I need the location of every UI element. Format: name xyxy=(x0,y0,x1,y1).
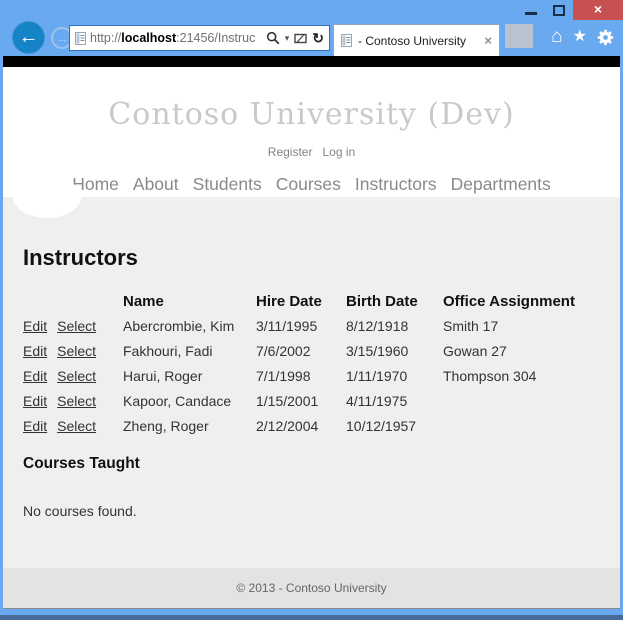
birth-date-cell: 3/15/1960 xyxy=(346,342,409,359)
new-tab-button[interactable] xyxy=(505,24,533,48)
page-favicon-icon xyxy=(75,31,86,45)
edit-link[interactable]: Edit xyxy=(23,417,48,434)
select-link[interactable]: Select xyxy=(57,417,97,434)
select-link[interactable]: Select xyxy=(57,392,97,409)
site-footer: © 2013 - Contoso University xyxy=(3,568,620,608)
main-nav: Home About Students Courses Instructors Depar… xyxy=(3,174,620,195)
nav-item-home[interactable]: Home xyxy=(72,174,119,194)
name-cell: Kapoor, Candace xyxy=(123,392,232,409)
table-row: Edit Select Abercrombie, Kim 3/11/1995 8/12/… xyxy=(23,313,600,338)
nav-item-departments[interactable]: Departments xyxy=(450,174,551,194)
hire-date-cell: 1/15/2001 xyxy=(256,392,319,409)
select-link[interactable]: Select xyxy=(57,367,97,384)
edit-link[interactable]: Edit xyxy=(23,342,48,359)
hire-date-cell: 2/12/2004 xyxy=(256,417,319,434)
accent-circle-decoration xyxy=(13,176,81,218)
forward-arrow-icon: → xyxy=(55,30,69,46)
home-icon[interactable]: ⌂ xyxy=(551,26,563,47)
birth-date-cell: 10/12/1957 xyxy=(346,417,417,434)
page-viewport: Contoso University (Dev) Register Log in … xyxy=(3,56,620,609)
site-header: Contoso University (Dev) Register Log in … xyxy=(3,67,620,197)
office-cell: Gowan 27 xyxy=(443,342,507,359)
back-button[interactable]: ← xyxy=(12,21,45,54)
bottom-edge-strip xyxy=(0,615,623,620)
tab-favicon-icon xyxy=(341,34,352,47)
account-link-log-in[interactable]: Log in xyxy=(322,145,356,159)
courses-taught-heading: Courses Taught xyxy=(23,455,140,472)
edit-link[interactable]: Edit xyxy=(23,367,48,384)
column-header-office-assignment: Office Assignment xyxy=(443,292,575,310)
search-icon[interactable] xyxy=(266,31,280,45)
back-arrow-icon: ← xyxy=(18,26,39,48)
table-row: Edit Select Harui, Roger 7/1/1998 1/11/1970 T… xyxy=(23,363,600,388)
no-courses-message: No courses found. xyxy=(23,503,137,519)
address-bar[interactable]: http://localhost:21456/Instruc ▾ ↻ xyxy=(69,25,330,51)
browser-tab[interactable]: - Contoso University × xyxy=(333,24,500,56)
minimize-button[interactable] xyxy=(525,12,537,15)
favorites-star-icon[interactable]: ★ xyxy=(572,28,587,45)
top-black-strip xyxy=(3,56,620,67)
page-body: Instructors Name Hire Date Birth Date Offic… xyxy=(3,176,620,568)
title-bar: × xyxy=(0,0,623,20)
site-title: Contoso University (Dev) xyxy=(108,97,515,132)
tab-title: - Contoso University xyxy=(358,33,467,48)
account-links: Register Log in xyxy=(3,145,620,159)
edit-link[interactable]: Edit xyxy=(23,317,48,334)
table-row: Edit Select Zheng, Roger 2/12/2004 10/12/195… xyxy=(23,413,600,438)
column-header-hire-date: Hire Date xyxy=(256,292,322,310)
actions-cell: Edit Select xyxy=(23,388,123,413)
tab-close-icon[interactable]: × xyxy=(484,33,492,48)
actions-cell: Edit Select xyxy=(23,338,123,363)
settings-gear-icon[interactable] xyxy=(597,29,614,46)
table-header-row: Name Hire Date Birth Date Office Assignment xyxy=(23,289,600,313)
nav-item-students[interactable]: Students xyxy=(192,174,262,194)
name-cell: Harui, Roger xyxy=(123,367,203,384)
instructors-table-body: Edit Select Abercrombie, Kim 3/11/1995 8/12/… xyxy=(23,313,600,438)
hire-date-cell: 7/1/1998 xyxy=(256,367,311,384)
hire-date-cell: 7/6/2002 xyxy=(256,342,311,359)
actions-cell: Edit Select xyxy=(23,313,123,338)
table-row: Edit Select Kapoor, Candace 1/15/2001 4/11/1… xyxy=(23,388,600,413)
nav-item-courses[interactable]: Courses xyxy=(275,174,341,194)
nav-item-instructors[interactable]: Instructors xyxy=(354,174,437,194)
office-cell xyxy=(443,413,600,438)
table-row: Edit Select Fakhouri, Fadi 7/6/2002 3/15/196… xyxy=(23,338,600,363)
close-button[interactable]: × xyxy=(573,0,623,20)
autocomplete-dropdown-icon[interactable]: ▾ xyxy=(284,32,290,43)
account-link-register[interactable]: Register xyxy=(267,145,313,159)
name-cell: Abercrombie, Kim xyxy=(123,317,235,334)
office-cell xyxy=(443,388,600,413)
actions-column-header xyxy=(23,289,123,313)
instructors-table: Name Hire Date Birth Date Office Assignment… xyxy=(23,289,600,438)
name-cell: Fakhouri, Fadi xyxy=(123,342,213,359)
name-cell: Zheng, Roger xyxy=(123,417,209,434)
office-cell: Smith 17 xyxy=(443,317,499,334)
maximize-button[interactable] xyxy=(553,5,565,16)
compatibility-view-icon[interactable] xyxy=(294,32,307,45)
column-header-name: Name xyxy=(123,292,164,310)
actions-cell: Edit Select xyxy=(23,413,123,438)
birth-date-cell: 4/11/1975 xyxy=(346,392,408,409)
browser-toolbar: ← → http://localhost:21456/Instruc xyxy=(0,20,623,56)
nav-item-about[interactable]: About xyxy=(132,174,179,194)
birth-date-cell: 1/11/1970 xyxy=(346,367,408,384)
refresh-icon[interactable]: ↻ xyxy=(312,29,324,46)
office-cell: Thompson 304 xyxy=(443,367,537,384)
hire-date-cell: 3/11/1995 xyxy=(256,317,318,334)
select-link[interactable]: Select xyxy=(57,317,97,334)
page-title: Instructors xyxy=(23,245,138,270)
column-header-birth-date: Birth Date xyxy=(346,292,418,310)
edit-link[interactable]: Edit xyxy=(23,392,48,409)
url-text[interactable]: http://localhost:21456/Instruc xyxy=(90,31,256,45)
birth-date-cell: 8/12/1918 xyxy=(346,317,409,334)
actions-cell: Edit Select xyxy=(23,363,123,388)
select-link[interactable]: Select xyxy=(57,342,97,359)
